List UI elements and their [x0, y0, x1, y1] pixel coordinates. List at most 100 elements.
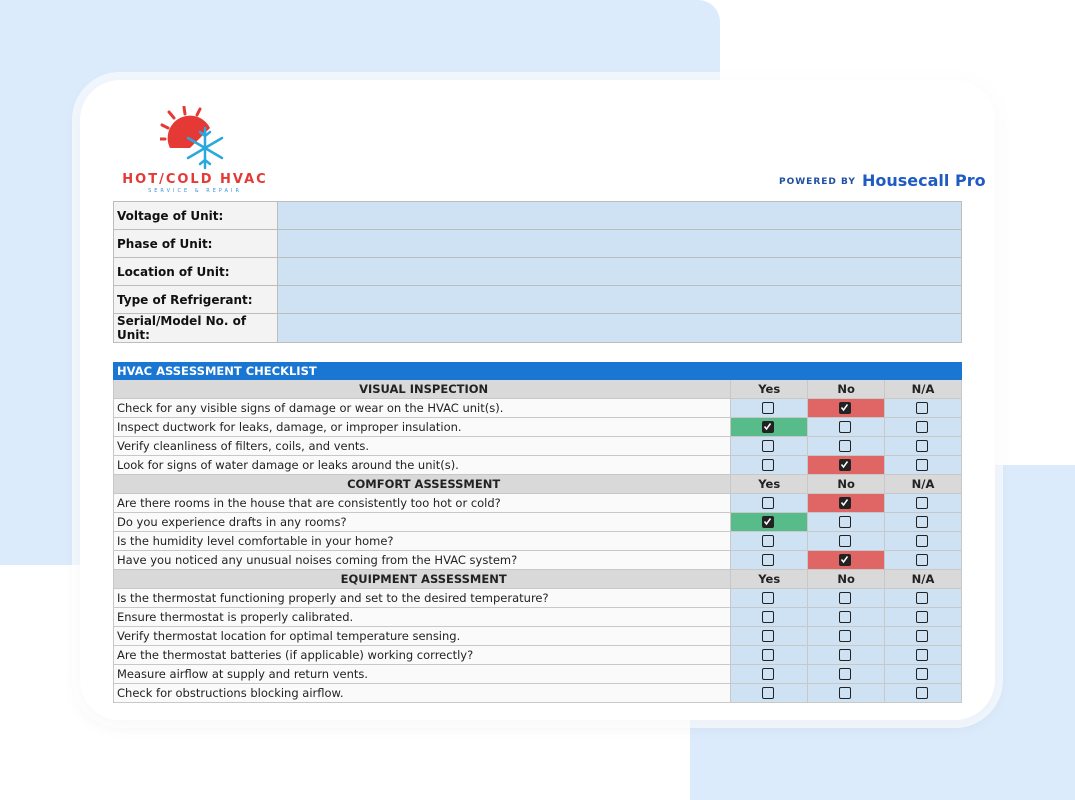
checkbox[interactable] — [916, 459, 929, 471]
column-header: No — [808, 570, 886, 589]
item-row: Inspect ductwork for leaks, damage, or i… — [113, 418, 962, 437]
checkbox[interactable] — [916, 554, 929, 566]
checkbox[interactable] — [762, 516, 775, 528]
checkbox[interactable] — [916, 630, 929, 642]
checkbox[interactable] — [839, 592, 852, 604]
info-value — [277, 229, 962, 258]
checkbox[interactable] — [762, 440, 775, 452]
answer-cell — [885, 399, 962, 418]
item-text: Do you experience drafts in any rooms? — [113, 513, 732, 532]
checkbox[interactable] — [762, 592, 775, 604]
answer-cell — [885, 456, 962, 475]
checkbox[interactable] — [839, 402, 852, 414]
answer-cell — [731, 665, 809, 684]
checkbox[interactable] — [916, 611, 929, 623]
answer-cell — [808, 589, 886, 608]
answer-cell — [885, 608, 962, 627]
item-row: Ensure thermostat is properly calibrated… — [113, 608, 962, 627]
answer-cell — [731, 456, 809, 475]
answer-cell — [808, 608, 886, 627]
checkbox[interactable] — [839, 687, 852, 699]
item-row: Have you noticed any unusual noises comi… — [113, 551, 962, 570]
item-row: Are there rooms in the house that are co… — [113, 494, 962, 513]
item-text: Measure airflow at supply and return ven… — [113, 665, 732, 684]
item-row: Look for signs of water damage or leaks … — [113, 456, 962, 475]
checkbox[interactable] — [916, 668, 929, 680]
checkbox[interactable] — [839, 668, 852, 680]
unit-info-table: Voltage of Unit: Phase of Unit: Location o… — [113, 201, 962, 343]
item-row: Check for obstructions blocking airflow. — [113, 684, 962, 703]
checkbox[interactable] — [762, 535, 775, 547]
checkbox[interactable] — [762, 630, 775, 642]
answer-cell — [885, 684, 962, 703]
column-header: Yes — [731, 570, 809, 589]
info-row: Type of Refrigerant: — [113, 285, 962, 314]
answer-cell — [731, 551, 809, 570]
item-row: Is the humidity level comfortable in you… — [113, 532, 962, 551]
checklist: HVAC ASSESSMENT CHECKLIST VISUAL INSPECT… — [113, 362, 962, 703]
answer-cell — [731, 684, 809, 703]
checkbox[interactable] — [762, 421, 775, 433]
answer-cell — [731, 608, 809, 627]
checkbox[interactable] — [762, 687, 775, 699]
checkbox[interactable] — [916, 649, 929, 661]
checkbox[interactable] — [916, 421, 929, 433]
checkbox[interactable] — [762, 554, 775, 566]
checkbox[interactable] — [839, 554, 852, 566]
section-title: VISUAL INSPECTION — [113, 380, 732, 399]
info-value — [277, 313, 962, 343]
column-header: N/A — [885, 475, 962, 494]
info-row: Voltage of Unit: — [113, 201, 962, 230]
answer-cell — [885, 646, 962, 665]
info-row: Phase of Unit: — [113, 229, 962, 258]
answer-cell — [808, 513, 886, 532]
checkbox[interactable] — [839, 421, 852, 433]
section-row: VISUAL INSPECTION Yes No N/A — [113, 380, 962, 399]
item-text: Are there rooms in the house that are co… — [113, 494, 732, 513]
item-text: Are the thermostat batteries (if applica… — [113, 646, 732, 665]
answer-cell — [808, 684, 886, 703]
answer-cell — [808, 399, 886, 418]
answer-cell — [731, 532, 809, 551]
checkbox[interactable] — [839, 535, 852, 547]
checkbox[interactable] — [916, 535, 929, 547]
checkbox[interactable] — [762, 649, 775, 661]
checkbox[interactable] — [839, 459, 852, 471]
checkbox[interactable] — [916, 516, 929, 528]
answer-cell — [885, 589, 962, 608]
answer-cell — [885, 532, 962, 551]
info-row: Location of Unit: — [113, 257, 962, 286]
info-label: Serial/Model No. of Unit: — [113, 313, 278, 343]
brand-name: HOT/COLD HVAC — [122, 172, 268, 187]
answer-cell — [731, 437, 809, 456]
checkbox[interactable] — [916, 687, 929, 699]
answer-cell — [731, 513, 809, 532]
checkbox[interactable] — [916, 497, 929, 509]
checkbox[interactable] — [762, 402, 775, 414]
answer-cell — [808, 494, 886, 513]
checkbox[interactable] — [916, 592, 929, 604]
checkbox[interactable] — [916, 402, 929, 414]
checkbox[interactable] — [839, 611, 852, 623]
info-label: Location of Unit: — [113, 257, 278, 286]
item-text: Is the thermostat functioning properly a… — [113, 589, 732, 608]
item-row: Do you experience drafts in any rooms? — [113, 513, 962, 532]
checkbox[interactable] — [839, 649, 852, 661]
answer-cell — [885, 627, 962, 646]
checkbox[interactable] — [839, 516, 852, 528]
checkbox[interactable] — [762, 459, 775, 471]
checkbox[interactable] — [762, 611, 775, 623]
item-text: Check for any visible signs of damage or… — [113, 399, 732, 418]
checkbox[interactable] — [839, 497, 852, 509]
checkbox[interactable] — [916, 440, 929, 452]
checkbox[interactable] — [762, 497, 775, 509]
checkbox[interactable] — [762, 668, 775, 680]
answer-cell — [731, 627, 809, 646]
item-text: Have you noticed any unusual noises comi… — [113, 551, 732, 570]
column-header: No — [808, 475, 886, 494]
answer-cell — [808, 665, 886, 684]
checkbox[interactable] — [839, 630, 852, 642]
info-value — [277, 257, 962, 286]
checkbox[interactable] — [839, 440, 852, 452]
